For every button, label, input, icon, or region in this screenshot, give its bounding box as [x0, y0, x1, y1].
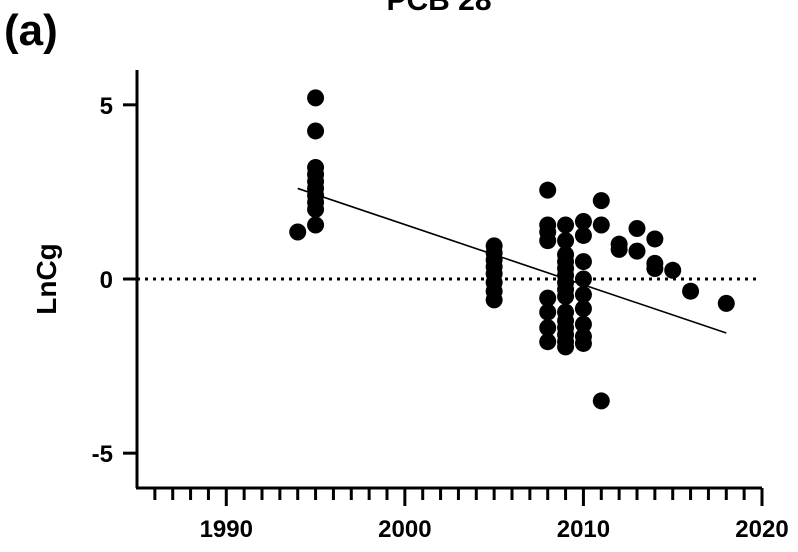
x-tick-label: 2000: [378, 516, 431, 543]
data-point: [592, 392, 610, 410]
panel-label: (a): [4, 6, 58, 55]
data-point: [574, 226, 592, 244]
data-point: [307, 89, 325, 107]
data-point: [646, 260, 664, 278]
data-point: [628, 242, 646, 260]
data-point: [574, 315, 592, 333]
data-point: [592, 216, 610, 234]
data-points: [289, 89, 735, 410]
chart-title: PCB 28: [386, 0, 492, 17]
x-tick-label: 2020: [735, 516, 788, 543]
data-point: [574, 253, 592, 271]
data-point: [574, 334, 592, 352]
data-point: [574, 286, 592, 304]
data-point: [664, 261, 682, 279]
data-point: [682, 282, 700, 300]
data-point: [628, 219, 646, 237]
data-point: [557, 216, 575, 234]
data-point: [610, 240, 628, 258]
trend-line: [297, 187, 727, 334]
trend-line-group: [297, 187, 727, 334]
tick-labels: 1990 2000 2010 2020 -5 0 5 LnCg: [31, 93, 789, 543]
data-point: [289, 223, 307, 241]
data-point: [539, 319, 557, 337]
x-tick-label: 2010: [557, 516, 610, 543]
data-point: [717, 294, 735, 312]
data-point: [307, 122, 325, 140]
y-tick-label: 0: [100, 267, 113, 294]
data-point: [539, 181, 557, 199]
data-point: [592, 192, 610, 210]
y-axis-title: LnCg: [31, 243, 62, 315]
data-point: [539, 289, 557, 307]
y-tick-label: 5: [100, 93, 113, 120]
data-point: [485, 291, 503, 309]
data-point: [307, 200, 325, 218]
data-point: [646, 230, 664, 248]
data-point: [539, 232, 557, 250]
data-point: [557, 287, 575, 305]
data-point: [307, 216, 325, 234]
data-point: [539, 303, 557, 321]
data-point: [574, 213, 592, 231]
data-point: [539, 333, 557, 351]
axes: [123, 70, 764, 506]
x-tick-label: 1990: [200, 516, 253, 543]
data-point: [557, 338, 575, 356]
y-tick-label: -5: [92, 441, 113, 468]
data-point: [557, 232, 575, 250]
data-point: [574, 300, 592, 318]
